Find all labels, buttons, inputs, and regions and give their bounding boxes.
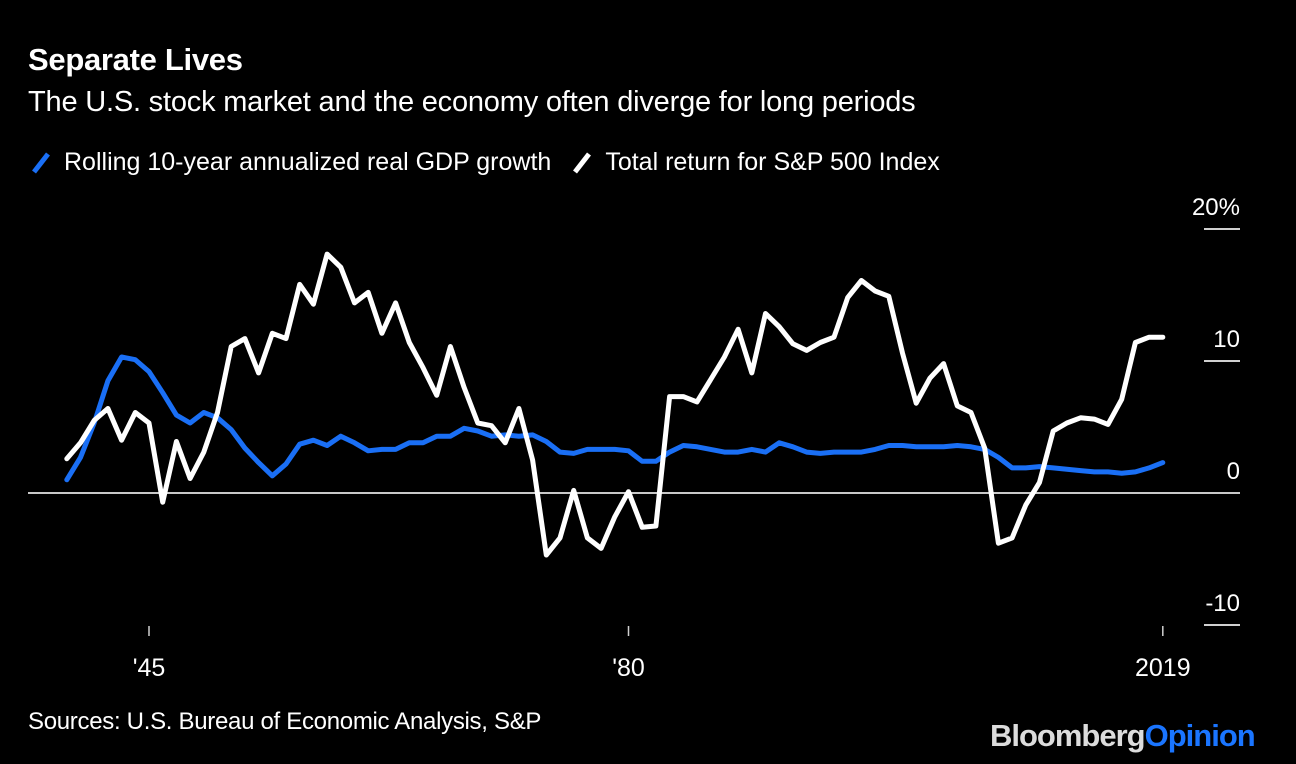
brand-secondary: Opinion — [1144, 718, 1256, 753]
gdp-growth-line — [64, 354, 1166, 483]
legend-item-gdp: Rolling 10-year annualized real GDP grow… — [30, 148, 551, 177]
brand-primary: Bloomberg — [990, 718, 1146, 753]
legend-item-sp500: Total return for S&P 500 Index — [571, 148, 940, 177]
y-tick-label: -10 — [1205, 590, 1240, 617]
source-note: Sources: U.S. Bureau of Economic Analysi… — [28, 708, 542, 735]
sp500-swatch-icon — [571, 151, 593, 175]
x-tick-label: 2019 — [1135, 654, 1191, 682]
legend-label-gdp: Rolling 10-year annualized real GDP grow… — [64, 148, 552, 176]
legend-label-sp500: Total return for S&P 500 Index — [605, 148, 940, 176]
gdp-swatch-icon — [30, 151, 52, 175]
chart-title: Separate Lives — [28, 42, 243, 77]
brand-logo: BloombergOpinion — [990, 718, 1256, 754]
y-tick-label: 0 — [1227, 458, 1240, 485]
x-tick-label: '80 — [612, 654, 645, 682]
chart-subtitle: The U.S. stock market and the economy of… — [28, 86, 916, 118]
x-tick-label: '45 — [133, 654, 166, 682]
y-tick-label: 10 — [1213, 326, 1240, 353]
y-tick-label: 20% — [1192, 194, 1240, 221]
sp500-return-line — [64, 251, 1166, 558]
legend: Rolling 10-year annualized real GDP grow… — [30, 148, 960, 177]
